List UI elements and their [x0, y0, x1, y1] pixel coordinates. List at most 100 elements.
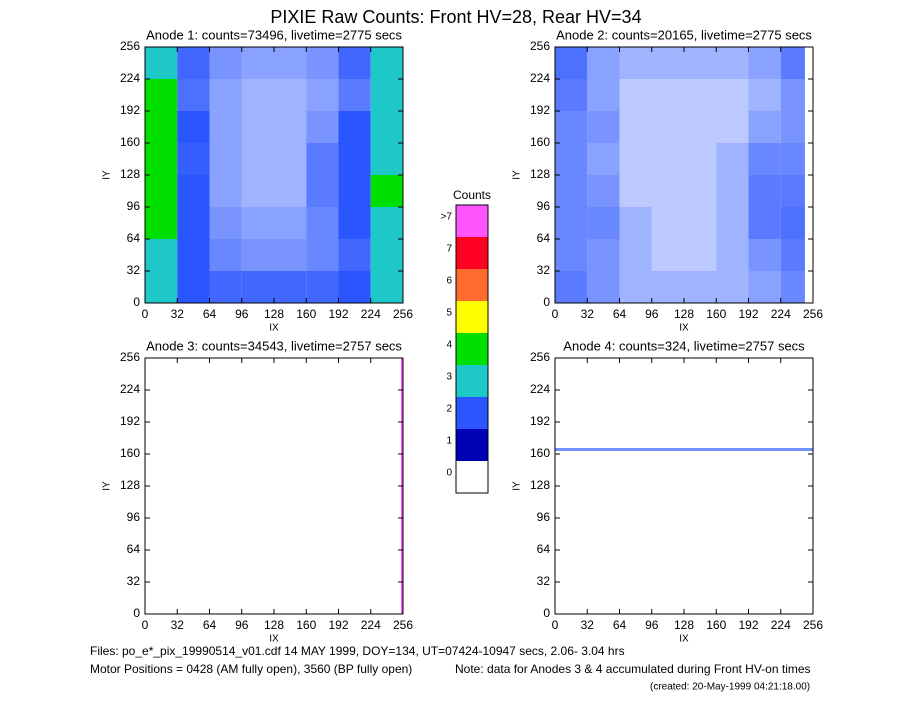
x-tick-label: 192 — [738, 618, 758, 632]
x-tick-label: 64 — [613, 618, 627, 632]
x-tick-label: 192 — [328, 307, 348, 321]
cell — [177, 111, 210, 143]
x-tick-label: 0 — [142, 618, 149, 632]
cell — [274, 175, 307, 207]
x-axis-label: IX — [269, 323, 279, 334]
x-tick-label: 160 — [706, 618, 726, 632]
cell — [306, 79, 339, 111]
cell — [177, 207, 210, 239]
cell — [241, 111, 274, 143]
x-tick-label: 64 — [613, 307, 627, 321]
colorbar-swatch — [456, 237, 488, 269]
x-tick-label: 160 — [296, 307, 316, 321]
cell — [555, 207, 588, 239]
cell — [748, 47, 781, 79]
cell — [274, 239, 307, 271]
cell — [306, 111, 339, 143]
y-tick-label: 256 — [120, 39, 140, 53]
panel-title: Anode 4: counts=324, livetime=2757 secs — [563, 338, 805, 353]
cell — [241, 47, 274, 79]
cell — [619, 239, 652, 271]
cell — [177, 239, 210, 271]
cell — [274, 143, 307, 175]
cell — [274, 271, 307, 303]
cell — [587, 239, 620, 271]
cell — [780, 111, 805, 143]
cell — [209, 175, 242, 207]
cell — [716, 271, 749, 303]
cell — [748, 239, 781, 271]
x-tick-label: 32 — [581, 307, 595, 321]
x-tick-label: 96 — [235, 307, 249, 321]
cell — [274, 79, 307, 111]
y-tick-label: 64 — [537, 542, 551, 556]
cell — [748, 175, 781, 207]
cell — [651, 143, 684, 175]
colorbar-title: Counts — [453, 188, 491, 202]
cell — [209, 47, 242, 79]
cell — [241, 143, 274, 175]
colorbar-label: 7 — [446, 244, 452, 255]
cell — [684, 239, 717, 271]
cell — [555, 143, 588, 175]
cell — [716, 79, 749, 111]
colorbar-label: 1 — [446, 436, 452, 447]
cell — [555, 448, 813, 451]
y-tick-label: 224 — [530, 71, 550, 85]
cell — [241, 239, 274, 271]
cell — [716, 47, 749, 79]
cell — [241, 175, 274, 207]
x-axis-label: IX — [679, 323, 689, 334]
cell — [748, 143, 781, 175]
cell — [619, 143, 652, 175]
x-tick-label: 224 — [361, 307, 381, 321]
y-tick-label: 256 — [530, 350, 550, 364]
colorbar-label: 2 — [446, 404, 452, 415]
y-tick-label: 128 — [120, 167, 140, 181]
colorbar-swatch — [456, 301, 488, 333]
cell — [338, 207, 371, 239]
cell — [716, 239, 749, 271]
y-tick-label: 192 — [530, 103, 550, 117]
cell — [145, 143, 178, 175]
cell — [780, 79, 805, 111]
y-tick-label: 192 — [120, 103, 140, 117]
x-tick-label: 256 — [393, 618, 413, 632]
y-axis-label: IY — [102, 481, 113, 491]
cell — [555, 271, 588, 303]
cell — [177, 271, 210, 303]
cell — [619, 207, 652, 239]
y-tick-label: 224 — [120, 382, 140, 396]
cell — [555, 79, 588, 111]
footer-created: (created: 20-May-1999 04:21:18.00) — [650, 682, 810, 693]
y-tick-label: 128 — [120, 478, 140, 492]
colorbar-frame — [455, 204, 489, 494]
cell — [145, 47, 178, 79]
y-axis-label: IY — [102, 170, 113, 180]
cell — [209, 143, 242, 175]
cell — [651, 239, 684, 271]
cell — [241, 79, 274, 111]
cell — [555, 175, 588, 207]
cell — [145, 111, 178, 143]
x-axis-label: IX — [269, 634, 279, 645]
y-tick-label: 96 — [537, 199, 551, 213]
x-tick-label: 0 — [552, 618, 559, 632]
chart-title: PIXIE Raw Counts: Front HV=28, Rear HV=3… — [270, 7, 641, 27]
cell — [651, 271, 684, 303]
y-tick-label: 256 — [530, 39, 550, 53]
y-tick-label: 96 — [127, 199, 141, 213]
x-tick-label: 224 — [771, 307, 791, 321]
y-tick-label: 160 — [530, 446, 550, 460]
cell — [748, 271, 781, 303]
x-tick-label: 96 — [235, 618, 249, 632]
cell — [145, 358, 401, 614]
x-tick-label: 96 — [645, 307, 659, 321]
cell — [306, 239, 339, 271]
x-tick-label: 0 — [552, 307, 559, 321]
colorbar-label: >7 — [441, 212, 453, 223]
cell — [684, 207, 717, 239]
cell — [651, 207, 684, 239]
x-tick-label: 224 — [361, 618, 381, 632]
